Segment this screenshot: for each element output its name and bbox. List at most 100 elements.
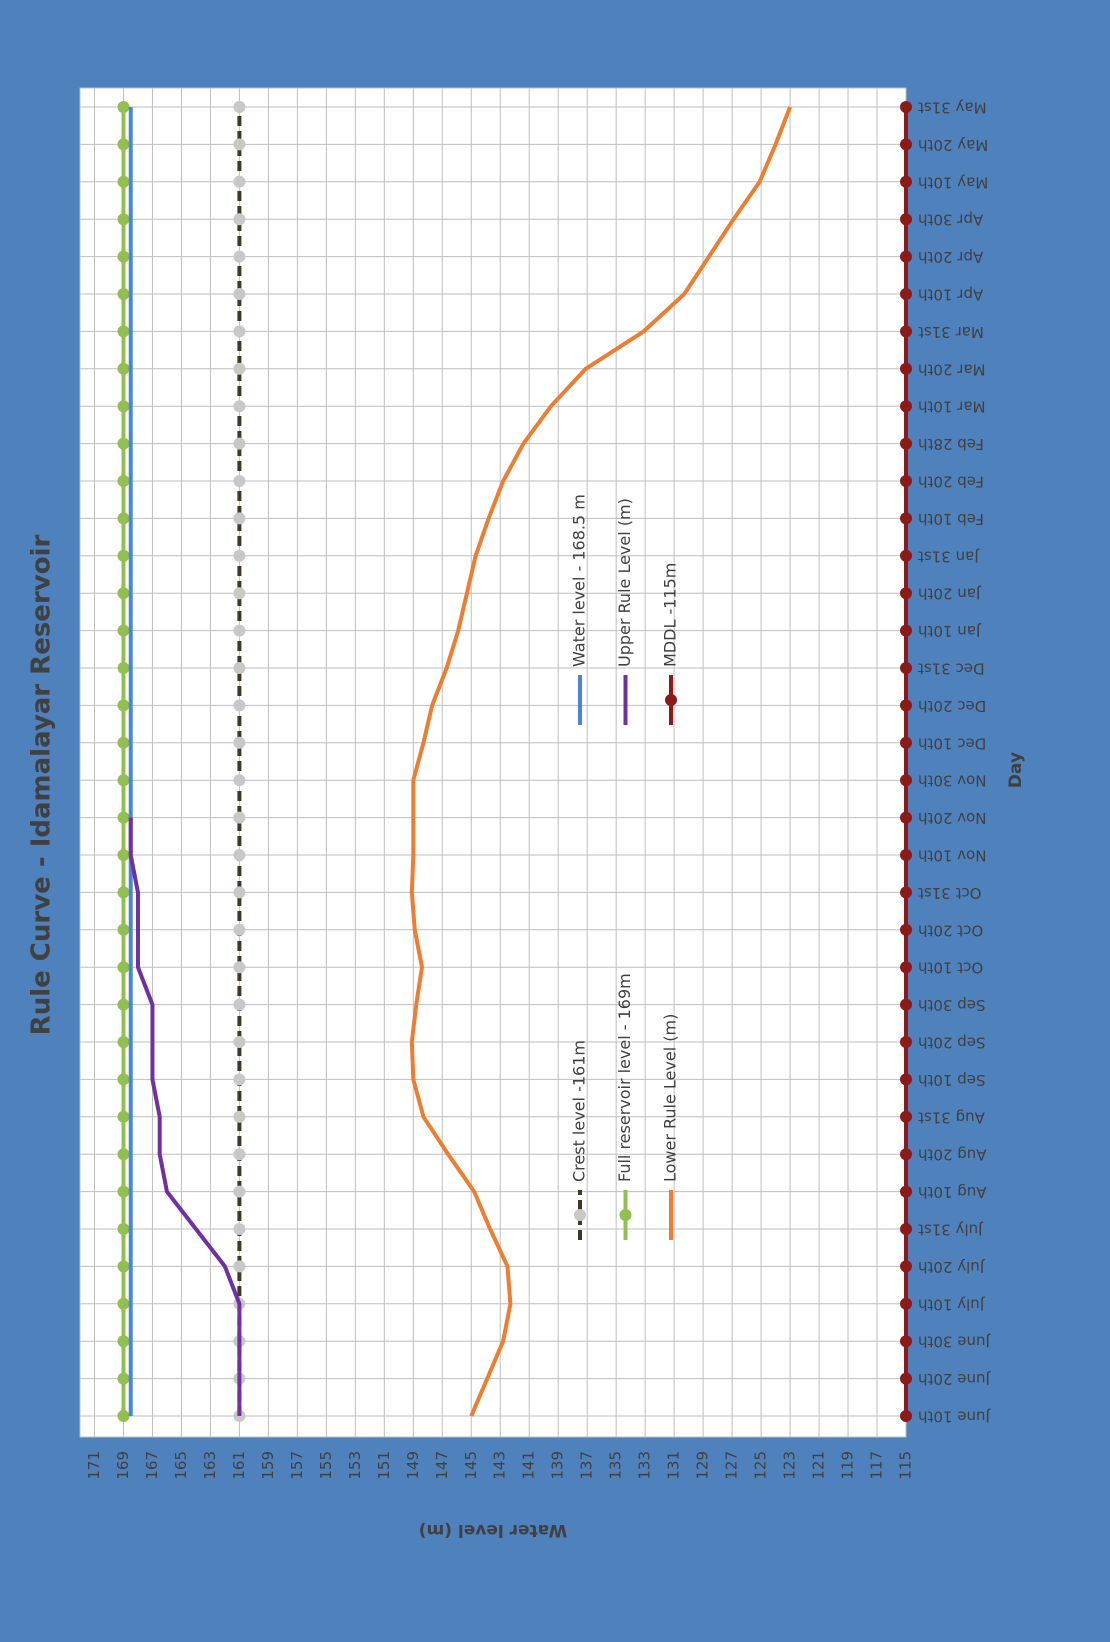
marker bbox=[233, 736, 246, 749]
marker bbox=[233, 811, 246, 824]
marker bbox=[233, 1110, 246, 1123]
marker bbox=[233, 961, 246, 974]
x-tick-label: Sep 30th bbox=[918, 996, 986, 1014]
marker bbox=[117, 961, 130, 974]
x-tick-label: Oct 10th bbox=[918, 959, 983, 977]
x-tick-label: May 20th bbox=[918, 136, 988, 154]
y-tick-label: 157 bbox=[288, 1451, 306, 1480]
legend-label: Water level - 168.5 m bbox=[570, 494, 589, 667]
marker bbox=[233, 1036, 246, 1048]
marker bbox=[233, 250, 246, 263]
marker bbox=[900, 587, 912, 600]
x-tick-label: Dec 20th bbox=[918, 697, 986, 715]
marker bbox=[117, 699, 130, 712]
x-tick-label: Sep 20th bbox=[918, 1034, 986, 1052]
marker bbox=[117, 1260, 130, 1273]
x-tick-label: Jan 10th bbox=[918, 622, 981, 640]
marker bbox=[117, 138, 130, 151]
marker bbox=[233, 1073, 246, 1086]
marker bbox=[117, 175, 130, 188]
x-tick-label: Jan 20th bbox=[918, 585, 981, 603]
legend-label: Lower Rule Level (m) bbox=[661, 1014, 680, 1182]
marker bbox=[117, 736, 130, 749]
x-tick-label: Apr 20th bbox=[918, 248, 983, 266]
legend-label: Upper Rule Level (m) bbox=[615, 498, 634, 667]
marker bbox=[117, 662, 130, 674]
marker bbox=[117, 849, 130, 861]
marker bbox=[233, 512, 246, 525]
marker bbox=[233, 886, 246, 899]
marker bbox=[117, 288, 130, 300]
x-tick-label: May 10th bbox=[918, 173, 988, 191]
marker bbox=[900, 213, 912, 226]
x-tick-label: June 20th bbox=[918, 1370, 991, 1388]
marker bbox=[900, 549, 912, 562]
marker bbox=[233, 998, 246, 1011]
x-tick-label: July 10th bbox=[918, 1295, 985, 1313]
x-tick-label: Mar 10th bbox=[918, 398, 986, 416]
marker bbox=[900, 1372, 912, 1385]
marker bbox=[117, 213, 130, 226]
y-tick-label: 151 bbox=[375, 1451, 393, 1480]
y-tick-label: 133 bbox=[636, 1451, 654, 1480]
marker bbox=[117, 923, 130, 936]
marker bbox=[900, 624, 912, 637]
marker bbox=[233, 1185, 246, 1198]
y-tick-label: 125 bbox=[752, 1451, 770, 1480]
marker bbox=[117, 1148, 130, 1161]
x-tick-label: Jan 31st bbox=[918, 547, 980, 565]
marker bbox=[233, 662, 246, 674]
y-tick-label: 119 bbox=[839, 1451, 857, 1480]
rotated-chart: Rule Curve - Idamalayar Reservoir Day Wa… bbox=[27, 87, 1026, 1540]
marker bbox=[117, 1185, 130, 1198]
y-tick-label: 115 bbox=[897, 1451, 915, 1480]
marker bbox=[233, 624, 246, 637]
x-tick-label: Apr 10th bbox=[918, 286, 983, 304]
x-tick-label: Nov 20th bbox=[918, 809, 987, 827]
marker bbox=[117, 101, 130, 113]
marker bbox=[900, 1148, 912, 1161]
x-tick-label: Dec 31st bbox=[918, 660, 985, 678]
marker bbox=[233, 138, 246, 151]
x-tick-label: Aug 10th bbox=[918, 1183, 987, 1201]
marker bbox=[900, 886, 912, 899]
y-tick-label: 129 bbox=[694, 1451, 712, 1480]
y-tick-label: 159 bbox=[259, 1451, 277, 1480]
marker bbox=[900, 1335, 912, 1348]
marker bbox=[233, 288, 246, 300]
marker bbox=[233, 101, 246, 113]
marker bbox=[117, 475, 130, 487]
marker bbox=[900, 736, 912, 749]
x-tick-label: Feb 28th bbox=[918, 435, 984, 453]
marker bbox=[117, 1223, 130, 1235]
marker bbox=[117, 362, 130, 375]
marker bbox=[117, 512, 130, 525]
marker bbox=[117, 774, 130, 787]
x-tick-label: Mar 20th bbox=[918, 360, 986, 378]
marker bbox=[900, 1110, 912, 1123]
x-tick-label: Nov 30th bbox=[918, 772, 987, 790]
x-tick-label: Oct 20th bbox=[918, 921, 983, 939]
marker bbox=[117, 325, 130, 338]
marker bbox=[900, 1223, 912, 1235]
marker bbox=[900, 998, 912, 1011]
x-axis-label: Day bbox=[1006, 752, 1026, 788]
marker bbox=[900, 774, 912, 787]
x-tick-label: June 30th bbox=[918, 1333, 991, 1351]
marker bbox=[900, 923, 912, 936]
x-tick-label: May 31st bbox=[918, 99, 987, 117]
marker bbox=[900, 475, 912, 487]
y-tick-label: 139 bbox=[549, 1451, 567, 1480]
y-tick-label: 155 bbox=[317, 1451, 335, 1480]
marker bbox=[900, 400, 912, 413]
y-axis-label: Water level (m) bbox=[419, 1520, 568, 1540]
marker bbox=[233, 849, 246, 861]
x-tick-label: Sep 10th bbox=[918, 1071, 986, 1089]
x-tick-label: Feb 10th bbox=[918, 510, 984, 528]
y-tick-label: 143 bbox=[491, 1451, 509, 1480]
x-tick-label: June 10th bbox=[918, 1408, 991, 1426]
legend-label: MDDL -115m bbox=[661, 563, 680, 667]
marker bbox=[117, 1410, 130, 1422]
x-tick-label: Aug 20th bbox=[918, 1146, 987, 1164]
